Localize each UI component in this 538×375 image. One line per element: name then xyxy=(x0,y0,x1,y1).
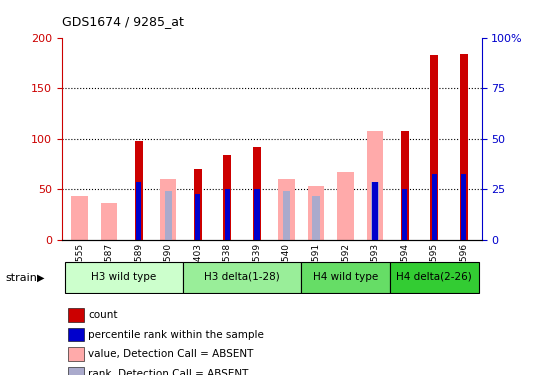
Bar xyxy=(165,191,172,240)
Bar xyxy=(65,262,183,292)
Text: H4 delta(2-26): H4 delta(2-26) xyxy=(397,272,472,282)
Bar xyxy=(194,169,202,240)
Bar xyxy=(400,130,409,240)
Bar xyxy=(372,182,378,240)
Bar xyxy=(101,202,117,240)
Bar xyxy=(195,194,201,240)
Bar xyxy=(134,141,143,240)
Bar xyxy=(254,189,259,240)
Text: percentile rank within the sample: percentile rank within the sample xyxy=(88,330,264,339)
Bar xyxy=(313,196,320,240)
Bar xyxy=(283,191,290,240)
Bar xyxy=(72,196,88,240)
Bar xyxy=(136,182,141,240)
Text: strain: strain xyxy=(5,273,37,283)
Text: rank, Detection Call = ABSENT: rank, Detection Call = ABSENT xyxy=(88,369,249,375)
Bar xyxy=(160,179,176,240)
Text: GDS1674 / 9285_at: GDS1674 / 9285_at xyxy=(62,15,184,28)
Bar xyxy=(68,328,83,341)
Bar xyxy=(430,55,438,240)
Text: ▶: ▶ xyxy=(37,273,44,283)
Bar xyxy=(371,182,379,240)
Bar xyxy=(223,155,231,240)
Bar xyxy=(459,54,468,240)
Text: H3 wild type: H3 wild type xyxy=(91,272,157,282)
Bar xyxy=(461,174,466,240)
Bar xyxy=(401,189,408,240)
Text: count: count xyxy=(88,310,118,320)
Text: H4 wild type: H4 wild type xyxy=(313,272,378,282)
Bar xyxy=(68,367,83,375)
Bar xyxy=(253,147,261,240)
Bar xyxy=(402,189,407,240)
Bar xyxy=(337,172,353,240)
Bar xyxy=(431,174,437,240)
Bar xyxy=(308,186,324,240)
Bar xyxy=(68,347,83,361)
Bar xyxy=(301,262,390,292)
Text: H3 delta(1-28): H3 delta(1-28) xyxy=(204,272,280,282)
Bar xyxy=(278,179,295,240)
Bar xyxy=(367,130,383,240)
Bar xyxy=(390,262,479,292)
Bar xyxy=(183,262,301,292)
Bar xyxy=(68,308,83,322)
Bar xyxy=(225,189,230,240)
Text: value, Detection Call = ABSENT: value, Detection Call = ABSENT xyxy=(88,349,253,359)
